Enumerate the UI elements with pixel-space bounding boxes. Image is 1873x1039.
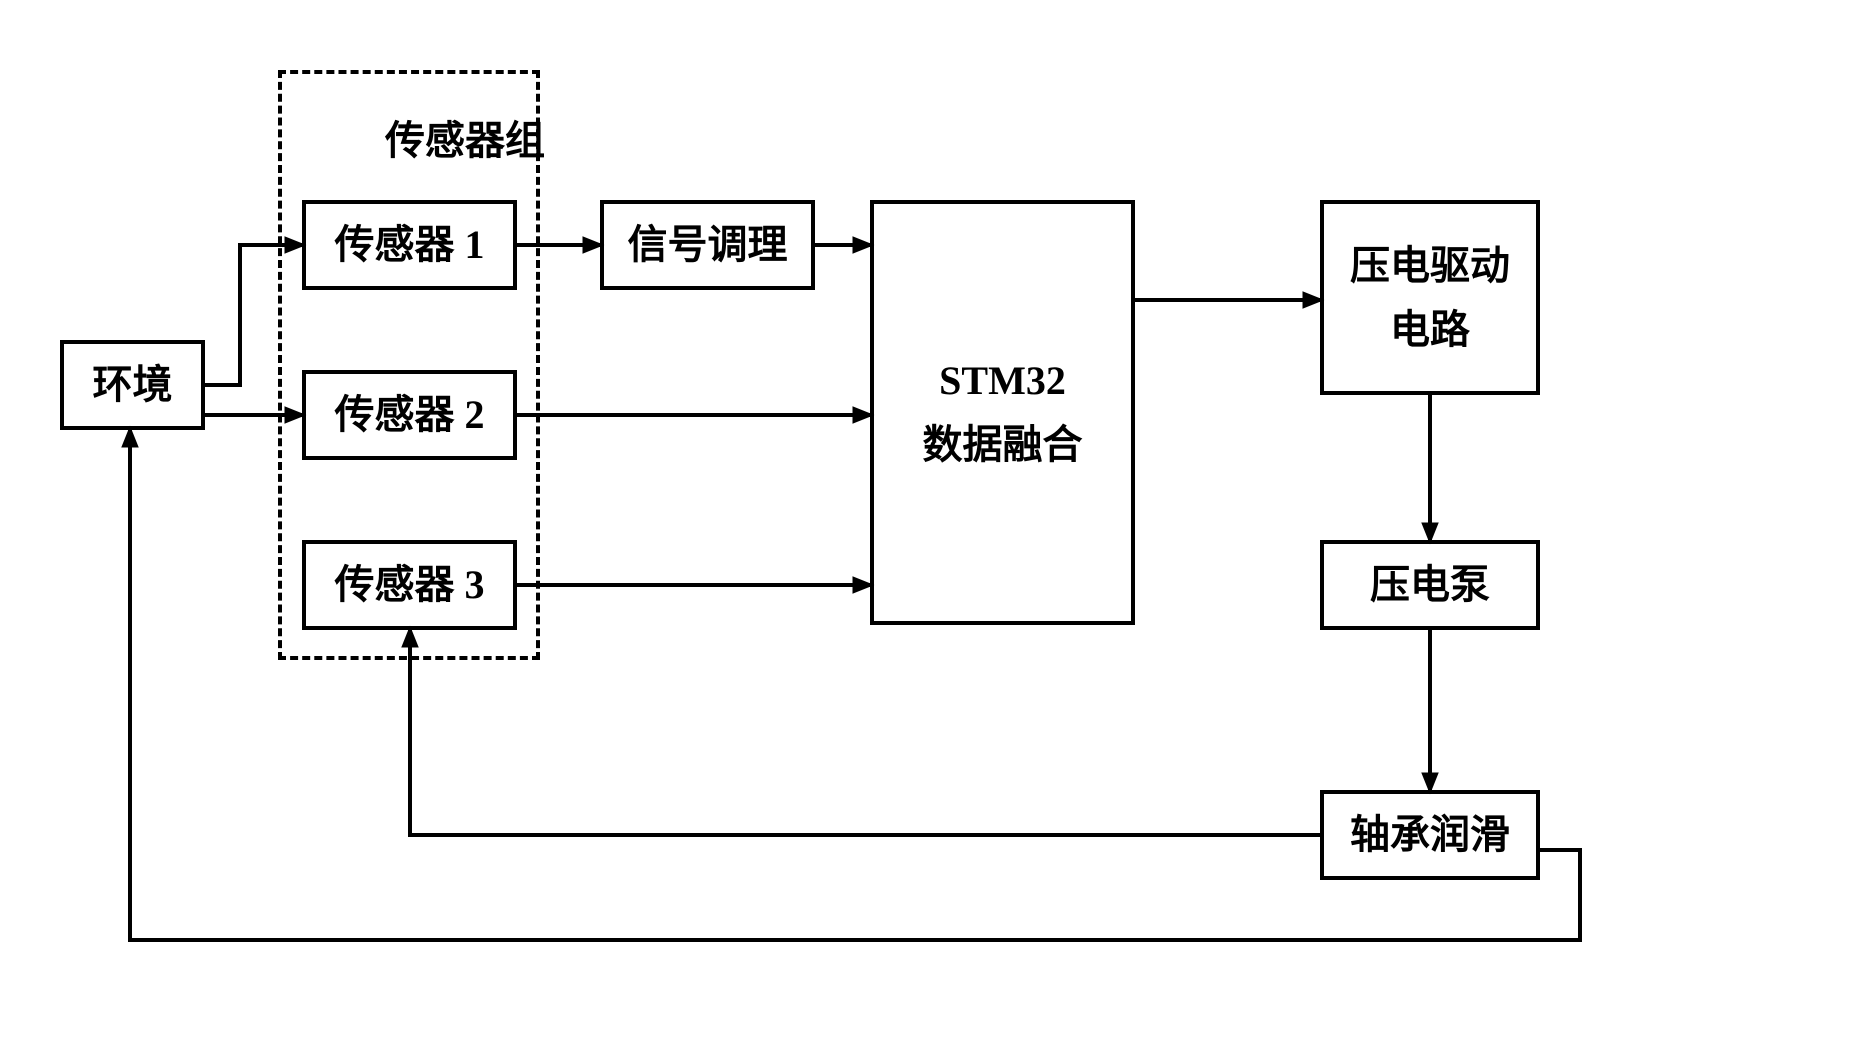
node-stm32-label: STM32数据融合 [923,349,1083,477]
node-env: 环境 [60,340,205,430]
node-signal: 信号调理 [600,200,815,290]
node-sensor1-label: 传感器 1 [335,213,485,277]
node-piezo-pump: 压电泵 [1320,540,1540,630]
node-env-label: 环境 [93,353,173,417]
node-bearing-label: 轴承润滑 [1350,803,1510,867]
sensor-group-label: 传感器组 [385,108,545,166]
node-signal-label: 信号调理 [628,213,788,277]
node-sensor1: 传感器 1 [302,200,517,290]
edge-bearing-to-sensor3 [410,630,1320,835]
node-piezo-drv: 压电驱动电路 [1320,200,1540,395]
flowchart-diagram: 传感器组 环境 传感器 1 传感器 2 传感器 3 信号调理 STM32数据融合… [0,0,1873,1039]
node-piezo-pump-label: 压电泵 [1370,553,1490,617]
node-piezo-drv-label: 压电驱动电路 [1350,234,1510,362]
node-sensor2-label: 传感器 2 [335,383,485,447]
node-sensor3-label: 传感器 3 [335,553,485,617]
node-sensor2: 传感器 2 [302,370,517,460]
node-sensor3: 传感器 3 [302,540,517,630]
node-stm32: STM32数据融合 [870,200,1135,625]
node-bearing: 轴承润滑 [1320,790,1540,880]
